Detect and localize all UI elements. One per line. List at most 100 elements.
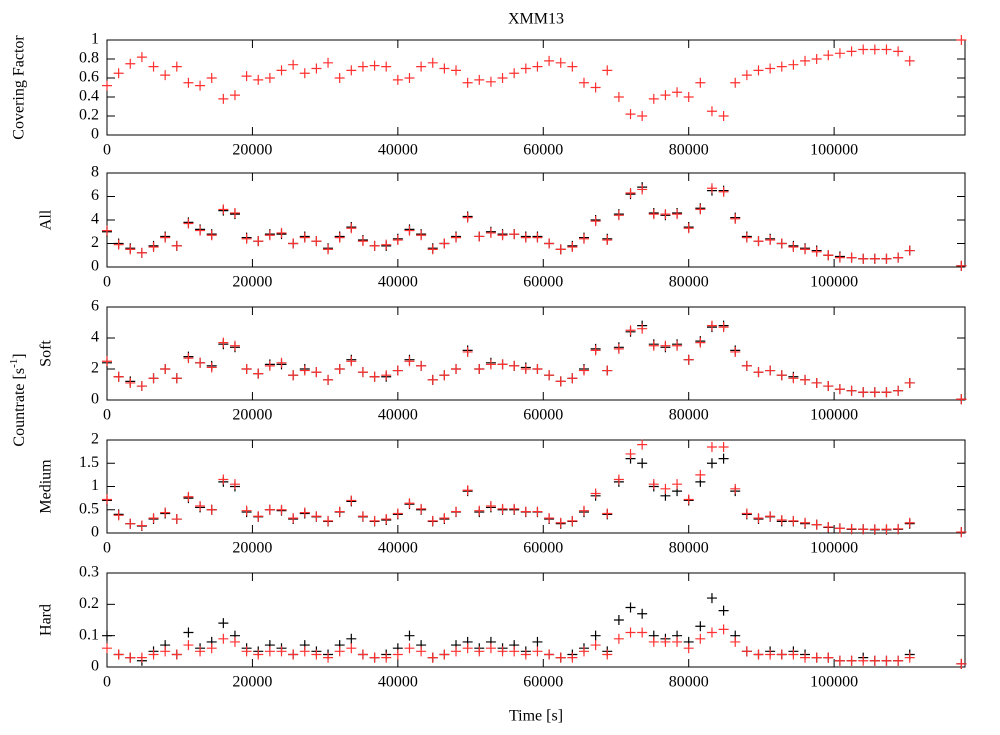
x-tick-label: 100000 (810, 674, 858, 691)
plus-marker (648, 209, 659, 220)
plus-marker (613, 615, 624, 625)
plus-marker (718, 111, 729, 121)
plus-marker (602, 234, 613, 245)
plus-marker (695, 469, 706, 480)
plus-marker (323, 57, 334, 68)
plus-marker (672, 209, 683, 220)
plus-marker (404, 356, 415, 367)
plus-marker (148, 373, 159, 384)
plus-marker (241, 646, 252, 657)
y-tick-label: 0.5 (79, 500, 99, 517)
plus-marker (218, 204, 229, 215)
plus-marker (451, 232, 462, 243)
y-tick-label: 1 (91, 477, 99, 494)
plus-marker (148, 513, 159, 524)
x-tick-label: 80000 (669, 274, 709, 291)
plus-marker (206, 362, 217, 373)
plus-marker (288, 513, 299, 524)
y-tick-label: 0 (91, 658, 99, 675)
plus-marker (811, 54, 822, 64)
plus-marker (683, 223, 694, 234)
plus-marker (171, 240, 182, 251)
plus-marker (846, 46, 857, 57)
plus-marker (439, 238, 450, 249)
plus-marker (357, 61, 368, 72)
plus-marker (904, 377, 915, 388)
plot-frame (106, 39, 966, 136)
plus-marker (532, 61, 543, 72)
x-tick-label: 60000 (523, 142, 563, 159)
x-tick-label: 80000 (669, 540, 709, 557)
plus-marker (183, 353, 194, 364)
plus-marker (136, 381, 147, 392)
plus-marker (462, 643, 473, 654)
plus-marker (276, 227, 287, 238)
plus-marker (509, 229, 520, 240)
plus-marker (102, 643, 112, 654)
plus-marker (357, 511, 368, 522)
plus-marker (858, 655, 869, 666)
plus-marker (416, 61, 427, 72)
plus-marker (264, 646, 275, 657)
plus-marker (195, 357, 206, 368)
plus-marker (195, 646, 206, 657)
plus-marker (311, 511, 322, 522)
plus-marker (578, 77, 589, 88)
plus-marker (218, 633, 229, 644)
plus-marker (741, 232, 752, 243)
plus-marker (334, 364, 345, 374)
plus-marker (741, 646, 752, 657)
y-tick-label: 4 (91, 329, 99, 346)
plus-marker (578, 233, 589, 244)
plus-marker (776, 61, 787, 72)
shared-y-label-superscript: -1 (8, 359, 20, 368)
plus-marker (718, 605, 729, 616)
plus-marker (567, 61, 578, 72)
plus-marker (811, 377, 822, 388)
y-tick-label: 0.4 (79, 88, 99, 105)
plus-marker (125, 377, 136, 388)
plus-marker (800, 517, 811, 528)
x-tick-label: 40000 (378, 407, 418, 424)
plus-marker (695, 337, 706, 348)
plus-marker (753, 236, 764, 247)
plus-marker (956, 527, 967, 538)
plus-marker (672, 87, 683, 98)
plus-marker (334, 646, 345, 657)
plus-marker (206, 643, 217, 654)
plus-marker (765, 649, 776, 660)
plus-marker (439, 370, 450, 381)
plus-marker (369, 371, 380, 382)
plus-marker (637, 184, 648, 195)
plus-marker (509, 646, 520, 657)
plus-marker (683, 494, 694, 505)
plus-marker (462, 485, 473, 496)
plus-marker (462, 77, 473, 88)
plus-marker (625, 448, 636, 459)
plus-marker (893, 655, 904, 666)
y-tick-label: 1 (91, 31, 99, 48)
plus-marker (904, 517, 915, 528)
plus-marker (253, 236, 264, 247)
plus-marker (590, 630, 601, 641)
plus-marker (637, 111, 648, 121)
plus-marker (555, 244, 566, 255)
plus-marker (183, 640, 194, 651)
plus-marker (206, 504, 217, 515)
plus-marker (497, 503, 508, 514)
plot-frame (106, 172, 966, 268)
x-tick-label: 40000 (378, 540, 418, 557)
plus-marker (869, 655, 880, 666)
plus-marker (323, 515, 334, 526)
x-tick-label: 0 (103, 674, 111, 691)
y-tick-label: 0.8 (79, 50, 99, 67)
plus-marker (730, 213, 741, 224)
plus-marker (288, 370, 299, 381)
y-tick-label: 0.2 (79, 595, 99, 612)
plus-marker (648, 93, 659, 104)
plus-marker (195, 80, 206, 91)
x-tick-label: 20000 (232, 274, 272, 291)
x-tick-label: 0 (103, 407, 111, 424)
plus-marker (102, 356, 112, 367)
y-axis-label: Hard (38, 604, 55, 636)
